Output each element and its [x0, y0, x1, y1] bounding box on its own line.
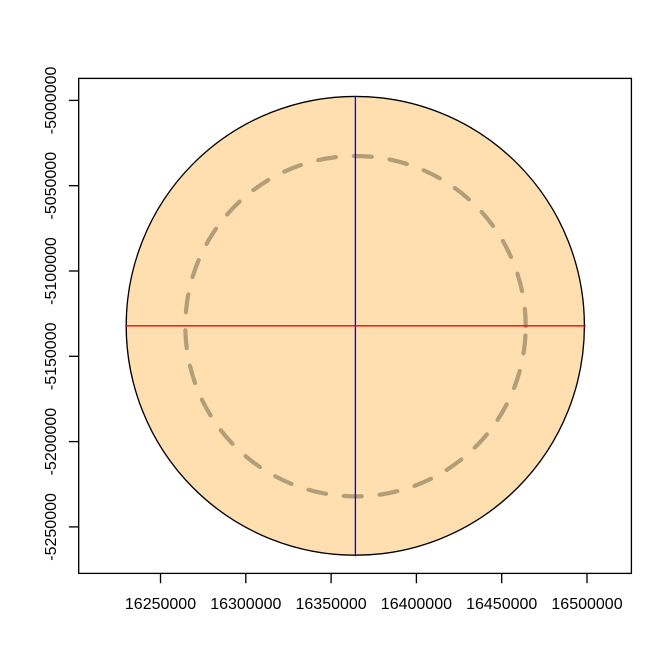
svg-text:-5150000: -5150000	[43, 322, 60, 390]
svg-text:-5250000: -5250000	[43, 493, 60, 561]
svg-text:-5100000: -5100000	[43, 237, 60, 305]
svg-text:16450000: 16450000	[466, 596, 537, 613]
svg-text:-5050000: -5050000	[43, 152, 60, 220]
svg-text:-5200000: -5200000	[43, 408, 60, 476]
svg-text:16350000: 16350000	[296, 596, 367, 613]
svg-text:16300000: 16300000	[210, 596, 281, 613]
svg-text:16400000: 16400000	[381, 596, 452, 613]
svg-text:16250000: 16250000	[125, 596, 196, 613]
svg-text:16500000: 16500000	[551, 596, 622, 613]
svg-text:-5000000: -5000000	[43, 66, 60, 134]
